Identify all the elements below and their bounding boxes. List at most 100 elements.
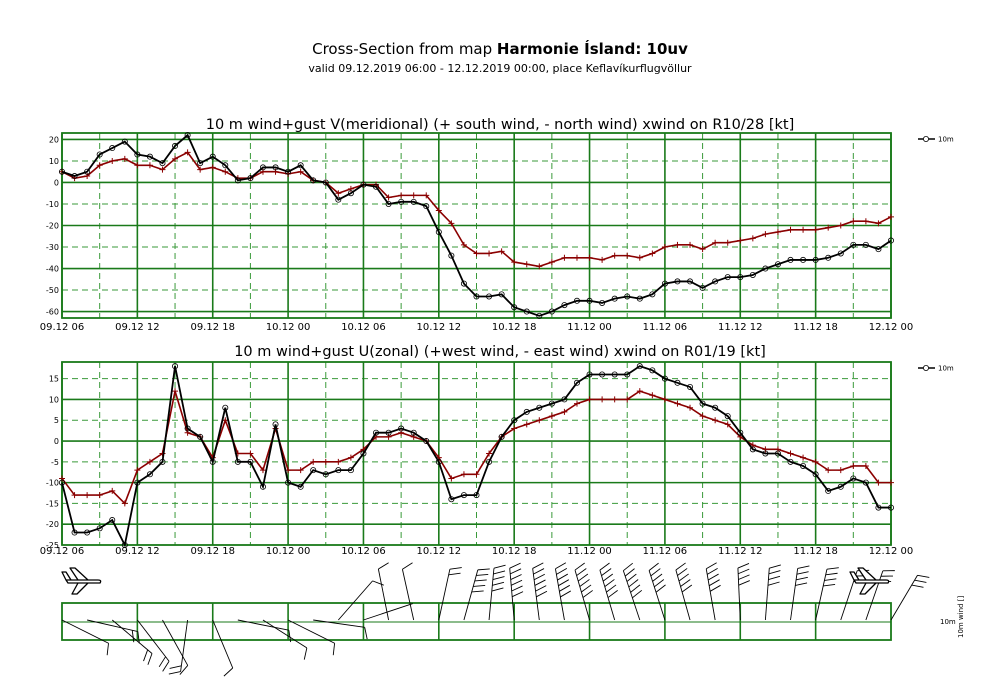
data-point-gust: [146, 458, 153, 465]
data-point-gust: [737, 433, 744, 440]
data-point-wind: [611, 295, 618, 302]
wind-barb-feather: [168, 671, 181, 675]
data-point-gust: [812, 226, 819, 233]
data-point-wind: [573, 297, 580, 304]
data-point-wind: [259, 164, 266, 171]
y-tick-label: -10: [46, 200, 59, 209]
wind-barb-feather: [581, 584, 592, 593]
airplane-right: [849, 567, 890, 595]
data-point-wind: [84, 168, 91, 175]
data-point-gust: [448, 220, 455, 227]
wind-barb: [87, 619, 138, 632]
data-point-gust: [749, 442, 756, 449]
x-tick-label: 10.12 18: [492, 546, 537, 557]
data-point-wind: [762, 450, 769, 457]
data-point-wind: [134, 151, 141, 158]
data-point-wind: [209, 458, 216, 465]
wind-barb: [162, 619, 189, 666]
data-point-wind: [511, 417, 518, 424]
wind-barb-feather: [797, 565, 810, 569]
y-tick-label: 10: [49, 157, 59, 166]
data-point-wind: [850, 241, 857, 248]
data-point-gust: [322, 458, 329, 465]
data-point-wind: [674, 379, 681, 386]
data-point-wind: [812, 256, 819, 263]
data-point-gust: [573, 254, 580, 261]
data-point-wind: [649, 367, 656, 374]
data-point-gust: [310, 458, 317, 465]
wind-barb-feather: [557, 573, 569, 581]
wind-barb-feather: [492, 576, 505, 581]
data-point-gust: [548, 413, 555, 420]
data-point-gust: [762, 231, 769, 238]
data-point-wind: [636, 295, 643, 302]
data-point-wind: [875, 504, 882, 511]
data-point-gust: [611, 252, 618, 259]
data-point-gust: [599, 396, 606, 403]
x-tick-label: 11.12 06: [643, 546, 688, 557]
x-tick-label: 12.12 00: [869, 322, 914, 333]
data-point-wind: [460, 492, 467, 499]
wind-barb-feather: [675, 562, 686, 571]
legend-label: 10m: [938, 136, 954, 144]
data-point-wind: [59, 168, 66, 175]
wind-barb-feather: [706, 562, 717, 570]
data-point-gust: [385, 433, 392, 440]
wind-barb-feather: [491, 587, 504, 592]
plot-frame: [61, 132, 892, 319]
data-point-gust: [511, 259, 518, 266]
data-point-gust: [661, 244, 668, 251]
x-tick-label: 10.12 06: [341, 546, 386, 557]
wind-barb-feather: [332, 643, 336, 656]
wind-barb-feather: [650, 568, 661, 577]
data-point-wind: [498, 291, 505, 298]
data-point-gust: [649, 250, 656, 257]
y-tick-label: -50: [46, 286, 59, 295]
data-point-gust: [473, 250, 480, 257]
data-point-gust: [812, 458, 819, 465]
strip-side-label: 10m wind []: [957, 596, 965, 638]
legend-marker: [923, 364, 930, 371]
data-point-gust: [172, 388, 179, 395]
data-point-gust: [624, 252, 631, 259]
wind-barb-feather: [511, 585, 523, 592]
data-point-wind: [410, 198, 417, 205]
wind-barb-feather: [493, 570, 506, 575]
data-point-wind: [825, 254, 832, 261]
strip-legend-label: 10m: [940, 618, 956, 626]
data-point-wind: [448, 252, 455, 259]
data-point-gust: [398, 429, 405, 436]
data-point-gust: [875, 479, 882, 486]
data-point-gust: [209, 164, 216, 171]
data-point-gust: [837, 222, 844, 229]
series-line-gust: [61, 151, 892, 268]
data-point-gust: [875, 220, 882, 227]
wind-barb-feather: [534, 579, 546, 586]
data-point-wind: [134, 479, 141, 486]
y-tick-label: 0: [54, 437, 59, 446]
data-point-wind: [297, 483, 304, 490]
data-point-gust: [511, 425, 518, 432]
data-point-wind: [322, 179, 329, 186]
wind-barb-feather: [158, 656, 166, 668]
data-point-wind: [335, 467, 342, 474]
legend-marker: [923, 135, 930, 142]
main-title: Cross-Section from map Harmonie Ísland: …: [0, 40, 1000, 58]
wind-barb-feather: [402, 562, 413, 570]
airplane-left: [61, 567, 102, 595]
data-point-wind: [699, 284, 706, 291]
wind-barb: [337, 580, 373, 621]
wind-barb-feather: [582, 590, 593, 598]
wind-barb-feather: [601, 568, 612, 576]
data-point-gust: [410, 433, 417, 440]
data-point-wind: [121, 542, 128, 549]
data-point-wind: [84, 529, 91, 536]
wind-barb-feather: [707, 573, 719, 581]
data-point-wind: [536, 312, 543, 319]
wind-barb-feather: [378, 562, 389, 570]
wind-barb-feather: [769, 564, 781, 569]
data-point-wind: [737, 274, 744, 281]
wind-barb-feather: [628, 579, 639, 588]
data-point-wind: [285, 479, 292, 486]
wind-barb-feather: [372, 580, 384, 586]
